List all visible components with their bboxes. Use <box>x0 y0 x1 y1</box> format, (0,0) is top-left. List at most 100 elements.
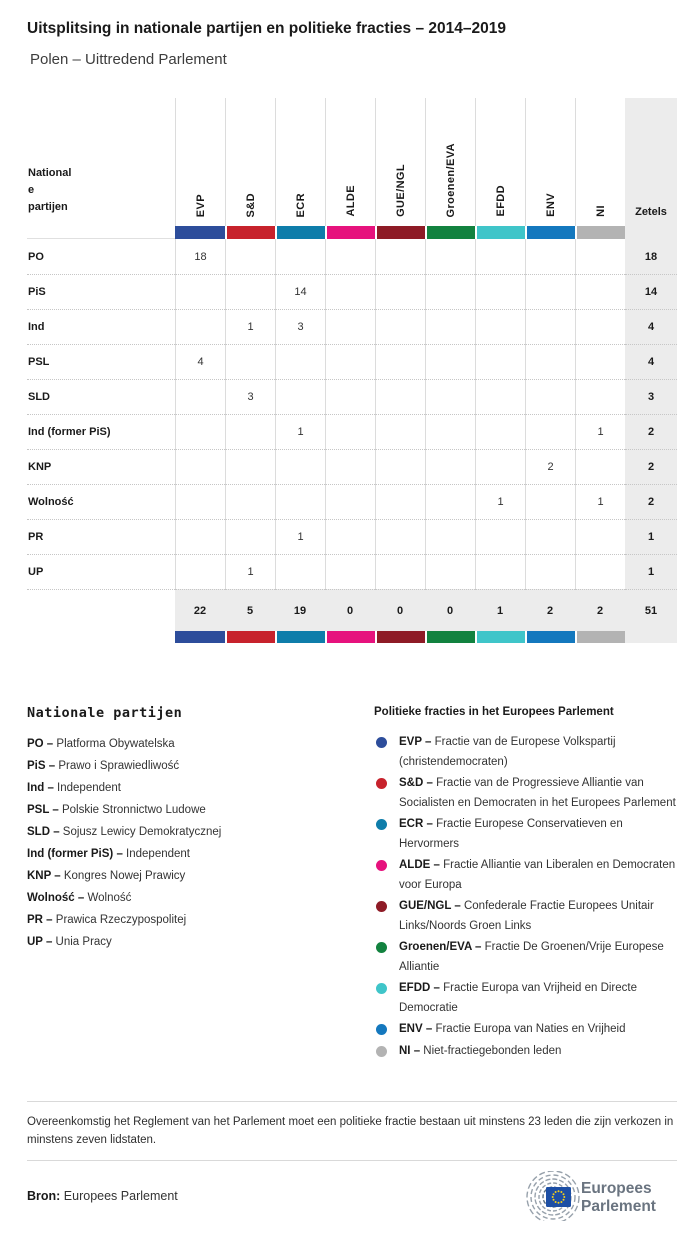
european-parliament-logo: Europees Parlement <box>526 1171 656 1221</box>
seats-cell: 4 <box>625 309 677 344</box>
value-cell <box>525 274 575 309</box>
seats-cell: 2 <box>625 484 677 519</box>
value-cell <box>525 379 575 414</box>
value-cell <box>275 379 325 414</box>
seats-cell: 18 <box>625 239 677 274</box>
group-legend-text: ENV – Fractie Europa van Naties en Vrijh… <box>399 1020 626 1040</box>
party-full-name: Sojusz Lewicy Demokratycznej <box>59 826 222 838</box>
seats-header-label: Zetels <box>625 98 677 226</box>
national-parties-list: PO – Platforma Obywatelska PiS – Prawo i … <box>27 738 374 948</box>
group-header-label: ECR <box>294 192 307 217</box>
political-groups-legend: Politieke fracties in het Europees Parle… <box>374 705 677 1063</box>
value-cell <box>525 554 575 589</box>
group-color-bar-ALDE <box>325 226 375 239</box>
group-color-dot <box>376 1024 387 1035</box>
value-cell <box>175 379 225 414</box>
group-legend-item: S&D – Fractie van de Progressieve Allian… <box>374 774 677 813</box>
value-cell <box>425 519 475 554</box>
group-abbr: EVP – <box>399 736 432 748</box>
party-abbr: Wolność – <box>27 892 85 904</box>
seats-cell: 1 <box>625 519 677 554</box>
group-color-dot <box>376 983 387 994</box>
page-subtitle: Polen – Uittredend Parlement <box>30 51 227 68</box>
value-cell <box>375 309 425 344</box>
group-header-EVP: EVP <box>175 98 225 226</box>
value-cell <box>525 239 575 274</box>
source-label: Bron: <box>27 1189 61 1203</box>
value-cell <box>425 484 475 519</box>
value-cell <box>175 449 225 484</box>
seats-bottom-spacer <box>625 631 677 643</box>
group-header-S&D: S&D <box>225 98 275 226</box>
seats-cell: 4 <box>625 344 677 379</box>
value-cell: 4 <box>175 344 225 379</box>
seats-cell: 1 <box>625 554 677 589</box>
value-cell <box>375 449 425 484</box>
group-legend-text: Groenen/EVA – Fractie De Groenen/Vrije E… <box>399 938 677 977</box>
party-full-name: Independent <box>122 848 191 860</box>
party-abbr: Ind (former PiS) – <box>27 848 123 860</box>
group-header-Groenen/EVA: Groenen/EVA <box>425 98 475 226</box>
party-legend-item: Ind (former PiS) – Independent <box>27 848 374 860</box>
group-abbr: ENV – <box>399 1023 433 1035</box>
party-abbr: UP – <box>27 936 53 948</box>
value-cell <box>375 379 425 414</box>
national-parties-heading: Nationale partijen <box>27 705 183 721</box>
group-legend-item: ENV – Fractie Europa van Naties en Vrijh… <box>374 1020 677 1040</box>
value-cell <box>525 484 575 519</box>
value-cell: 1 <box>475 484 525 519</box>
seats-cell: 2 <box>625 414 677 449</box>
party-abbr: PSL – <box>27 804 59 816</box>
value-cell <box>275 554 325 589</box>
value-cell <box>475 309 525 344</box>
group-abbr: ALDE – <box>399 859 440 871</box>
group-header-ENV: ENV <box>525 98 575 226</box>
party-full-name: Unia Pracy <box>52 936 112 948</box>
value-cell <box>175 519 225 554</box>
total-cell: 1 <box>475 589 525 631</box>
value-cell <box>225 274 275 309</box>
group-header-label: GUE/NGL <box>394 164 407 217</box>
value-cell: 3 <box>275 309 325 344</box>
party-label: Ind (former PiS) <box>27 414 175 449</box>
source-text: Bron: Europees Parlement <box>27 1189 178 1203</box>
value-cell <box>225 344 275 379</box>
group-full-name: Fractie De Groenen/Vrije Europese Allian… <box>399 941 664 973</box>
value-cell: 18 <box>175 239 225 274</box>
value-cell <box>475 379 525 414</box>
value-cell <box>175 309 225 344</box>
group-color-bar-ECR <box>275 226 325 239</box>
group-color-bar-bottom-EVP <box>175 631 225 643</box>
party-abbr: PO – <box>27 738 54 750</box>
group-abbr: ECR – <box>399 818 433 830</box>
source-value: Europees Parlement <box>60 1189 178 1203</box>
party-legend-item: PO – Platforma Obywatelska <box>27 738 374 750</box>
party-label: SLD <box>27 379 175 414</box>
value-cell <box>475 554 525 589</box>
value-cell <box>425 309 475 344</box>
value-cell <box>225 414 275 449</box>
value-cell <box>325 484 375 519</box>
value-cell <box>475 274 525 309</box>
party-legend-item: PR – Prawica Rzeczypospolitej <box>27 914 374 926</box>
value-cell <box>225 239 275 274</box>
group-legend-text: EFDD – Fractie Europa van Vrijheid en Di… <box>399 979 677 1018</box>
party-full-name: Polskie Stronnictwo Ludowe <box>58 804 206 816</box>
party-abbr: SLD – <box>27 826 60 838</box>
group-legend-item: NI – Niet-fractiegebonden leden <box>374 1042 677 1062</box>
value-cell <box>325 309 375 344</box>
group-legend-item: ALDE – Fractie Alliantie van Liberalen e… <box>374 856 677 895</box>
value-cell <box>575 449 625 484</box>
party-label: Wolność <box>27 484 175 519</box>
eu-flag-stars <box>551 1190 566 1204</box>
group-abbr: EFDD – <box>399 982 440 994</box>
group-color-bar-NI <box>575 226 625 239</box>
value-cell <box>575 379 625 414</box>
group-full-name: Fractie van de Progressieve Alliantie va… <box>399 777 676 809</box>
value-cell <box>325 239 375 274</box>
party-legend-item: KNP – Kongres Nowej Prawicy <box>27 870 374 882</box>
party-label: Ind <box>27 309 175 344</box>
group-color-dot <box>376 737 387 748</box>
total-cell: 22 <box>175 589 225 631</box>
value-cell <box>325 379 375 414</box>
